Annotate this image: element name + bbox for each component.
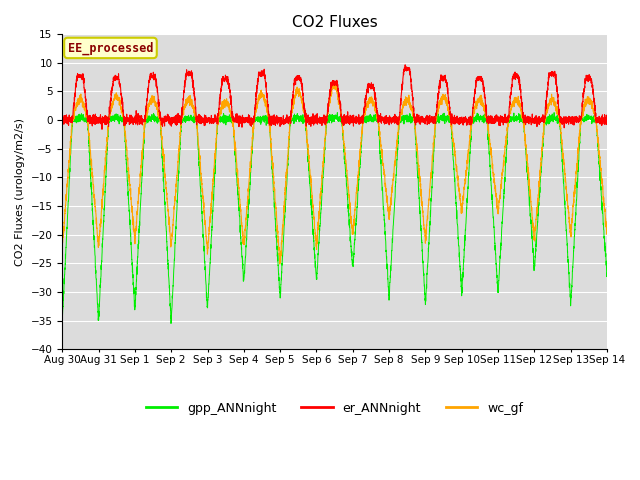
wc_gf [332, 80, 339, 86]
gpp_ANNnight [457, 276, 465, 282]
Line: wc_gf: wc_gf [62, 83, 607, 264]
er_ANNnight [603, 116, 611, 122]
Legend: gpp_ANNnight, er_ANNnight, wc_gf: gpp_ANNnight, er_ANNnight, wc_gf [141, 396, 529, 420]
gpp_ANNnight [603, 270, 611, 276]
Title: CO2 Fluxes: CO2 Fluxes [292, 15, 378, 30]
gpp_ANNnight [603, 264, 611, 270]
er_ANNnight [156, 114, 164, 120]
Text: EE_processed: EE_processed [68, 41, 153, 55]
er_ANNnight [427, 116, 435, 121]
gpp_ANNnight [314, 252, 322, 257]
wc_gf [488, 153, 495, 159]
er_ANNnight [314, 119, 322, 124]
gpp_ANNnight [156, 115, 164, 121]
wc_gf [276, 261, 284, 267]
wc_gf [58, 241, 66, 247]
wc_gf [603, 230, 611, 236]
gpp_ANNnight [167, 321, 175, 326]
er_ANNnight [457, 115, 465, 120]
er_ANNnight [488, 117, 495, 123]
gpp_ANNnight [488, 188, 495, 193]
wc_gf [156, 118, 164, 123]
er_ANNnight [58, 116, 66, 121]
er_ANNnight [603, 115, 611, 121]
wc_gf [427, 170, 435, 176]
gpp_ANNnight [550, 110, 558, 116]
Line: er_ANNnight: er_ANNnight [62, 65, 607, 129]
gpp_ANNnight [427, 213, 435, 219]
Line: gpp_ANNnight: gpp_ANNnight [62, 113, 607, 324]
er_ANNnight [401, 62, 409, 68]
wc_gf [603, 225, 611, 231]
er_ANNnight [98, 126, 106, 132]
wc_gf [457, 203, 465, 208]
gpp_ANNnight [58, 316, 66, 322]
Y-axis label: CO2 Fluxes (urology/m2/s): CO2 Fluxes (urology/m2/s) [15, 118, 25, 265]
wc_gf [314, 223, 322, 229]
